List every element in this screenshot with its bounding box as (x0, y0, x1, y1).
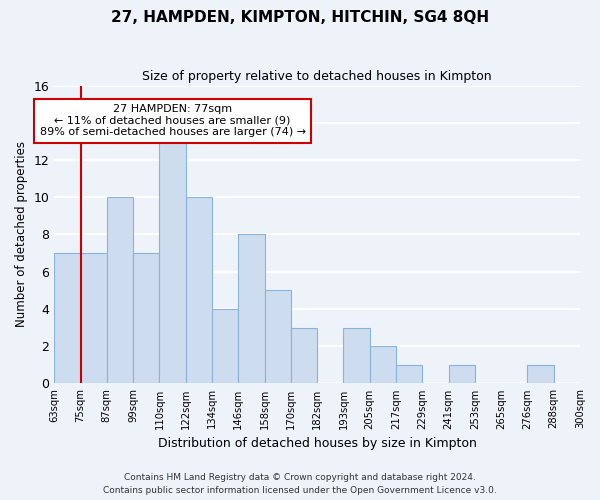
Bar (291, 328, 317, 384)
Y-axis label: Number of detached properties: Number of detached properties (15, 142, 28, 328)
Bar (238, 234, 265, 384)
Bar (370, 346, 396, 384)
Bar (107, 198, 133, 384)
Text: 27 HAMPDEN: 77sqm
← 11% of detached houses are smaller (9)
89% of semi-detached : 27 HAMPDEN: 77sqm ← 11% of detached hous… (40, 104, 305, 138)
Bar (527, 365, 554, 384)
Bar (265, 290, 291, 384)
Text: 27, HAMPDEN, KIMPTON, HITCHIN, SG4 8QH: 27, HAMPDEN, KIMPTON, HITCHIN, SG4 8QH (111, 10, 489, 25)
Bar (54, 253, 80, 384)
Bar (449, 365, 475, 384)
Bar (343, 328, 370, 384)
Bar (212, 309, 238, 384)
Title: Size of property relative to detached houses in Kimpton: Size of property relative to detached ho… (142, 70, 492, 83)
Bar (80, 253, 107, 384)
Bar (396, 365, 422, 384)
Bar (133, 253, 160, 384)
Bar (186, 198, 212, 384)
Bar (160, 142, 186, 384)
X-axis label: Distribution of detached houses by size in Kimpton: Distribution of detached houses by size … (158, 437, 476, 450)
Text: Contains HM Land Registry data © Crown copyright and database right 2024.
Contai: Contains HM Land Registry data © Crown c… (103, 474, 497, 495)
